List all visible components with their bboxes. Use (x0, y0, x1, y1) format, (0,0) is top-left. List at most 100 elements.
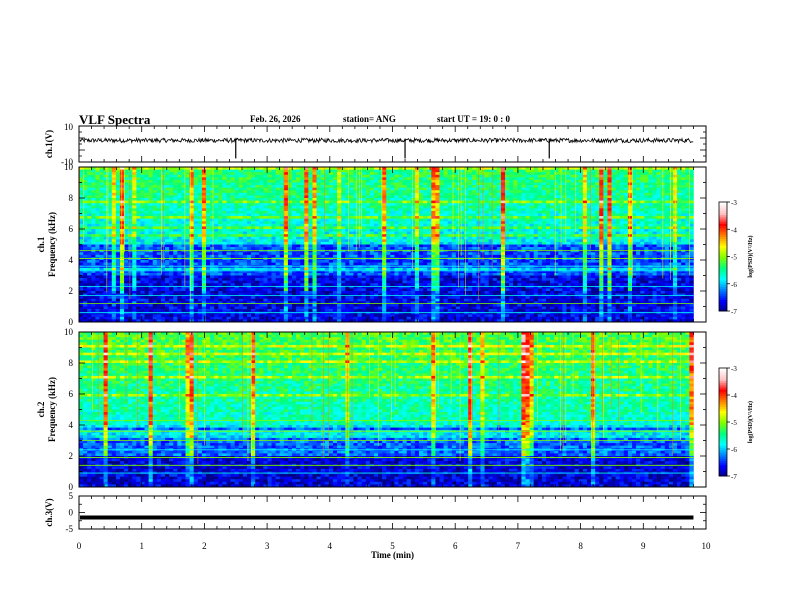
spectrogram-cell (275, 231, 281, 235)
spectrogram-cell (205, 229, 211, 232)
spectrogram-cell (111, 218, 117, 222)
spectrogram-cell (173, 231, 178, 235)
spectrogram-cell (83, 231, 88, 235)
spectrogram-cell (324, 169, 330, 173)
spectrogram-cell (685, 200, 690, 204)
spectrogram-cell (193, 205, 199, 209)
spectrogram-cell (369, 231, 375, 235)
spectrogram-cell (541, 218, 547, 222)
spectrogram-cell (312, 185, 317, 188)
spectrogram-cell (95, 167, 100, 170)
spectrogram-cell (578, 210, 584, 214)
spectrogram-cell (173, 200, 178, 204)
spectrogram-cell (570, 198, 575, 201)
spectrogram-cell (652, 229, 657, 232)
spectrogram-cell (578, 200, 584, 204)
spectrogram-cell (124, 229, 129, 232)
spectrogram-cell (591, 239, 596, 243)
spectrogram-cell (246, 205, 252, 209)
spectrogram-cell (439, 203, 444, 207)
spectrogram-cell (193, 187, 199, 191)
spectrogram-cell (152, 169, 158, 173)
spectrogram-cell (586, 210, 592, 214)
spectrogram-cell (464, 234, 469, 238)
spectrogram-cell (533, 198, 539, 201)
spectrogram-cell (320, 192, 326, 196)
spectrogram-cell (177, 187, 182, 191)
spectrogram-cell (156, 239, 162, 243)
spectrogram-cell (119, 169, 125, 173)
spectrogram-cell (402, 236, 408, 240)
spectrogram-cell (382, 244, 387, 248)
spectrogram-cell (672, 234, 678, 238)
spectrogram-cell (554, 195, 559, 199)
spectrogram-cell (545, 187, 551, 191)
spectrogram-cell (373, 221, 379, 225)
spectrogram-cell (267, 218, 272, 222)
spectrogram-cell (435, 187, 440, 191)
spectrogram-cell (619, 241, 625, 245)
spectrogram-cell (681, 236, 686, 240)
spectrogram-cell (373, 195, 379, 199)
spectrogram-cell (361, 203, 367, 207)
spectrogram-cell (455, 190, 461, 194)
spectrogram-cell (541, 187, 547, 191)
spectrogram-cell (484, 205, 489, 209)
spectrogram-cell (447, 244, 453, 248)
spectrogram-cell (427, 167, 432, 170)
spectrogram-cell (283, 234, 289, 238)
spectrogram-cell (205, 244, 211, 248)
spectrogram-cell (332, 177, 338, 181)
spectrogram-cell (222, 229, 227, 232)
spectrogram-cell (115, 198, 121, 201)
spectrogram-cell (341, 226, 346, 230)
spectrogram-cell (443, 177, 448, 181)
spectrogram-cell (259, 210, 264, 214)
spectrogram-cell (578, 203, 584, 207)
spectrogram-cell (173, 244, 178, 248)
spectrogram-cell (521, 179, 526, 183)
spectrogram-cell (554, 187, 559, 191)
spectrogram-cell (382, 226, 387, 230)
spectrogram-cell (562, 174, 567, 178)
spectrogram-cell (537, 208, 543, 212)
spectrogram-cell (341, 241, 346, 245)
spectrogram-cell (689, 208, 694, 212)
spectrogram-cell (451, 205, 457, 209)
spectrogram-cell (283, 249, 289, 253)
spectrogram-cell (263, 182, 268, 186)
spectrogram-cell (111, 239, 117, 243)
spectrogram-cell (246, 241, 252, 245)
spectrogram-cell (128, 177, 133, 181)
spectrogram-cell (124, 195, 129, 199)
spectrogram-cell (574, 210, 580, 214)
spectrogram-cell (275, 226, 281, 230)
spectrogram-cell (238, 185, 244, 188)
spectrogram-cell (349, 218, 354, 222)
spectrogram-cell (492, 195, 498, 199)
spectrogram-cell (672, 187, 678, 191)
spectrogram-cell (205, 190, 211, 194)
spectrogram-cell (627, 200, 633, 204)
spectrogram-cell (591, 192, 596, 196)
spectrogram-cell (349, 247, 354, 250)
spectrogram-cell (169, 192, 174, 196)
spectrogram-cell (152, 185, 158, 188)
spectrogram-cell (320, 177, 326, 181)
spectrogram-cell (472, 177, 477, 181)
spectrogram-cell (369, 210, 375, 214)
spectrogram-cell (83, 244, 88, 248)
spectrogram-cell (222, 190, 227, 194)
spectrogram-cell (435, 190, 440, 194)
spectrogram-cell (226, 208, 231, 212)
spectrogram-cell (87, 236, 92, 240)
spectrogram-cell (246, 249, 252, 253)
spectrogram-cell (447, 203, 453, 207)
spectrogram-cell (83, 195, 88, 199)
spectrogram-cell (214, 169, 219, 173)
spectrogram-cell (242, 244, 248, 248)
spectrogram-cell (537, 169, 543, 173)
spectrogram-cell (464, 216, 469, 219)
spectrogram-cell (672, 244, 678, 248)
spectrogram-cell (148, 241, 154, 245)
